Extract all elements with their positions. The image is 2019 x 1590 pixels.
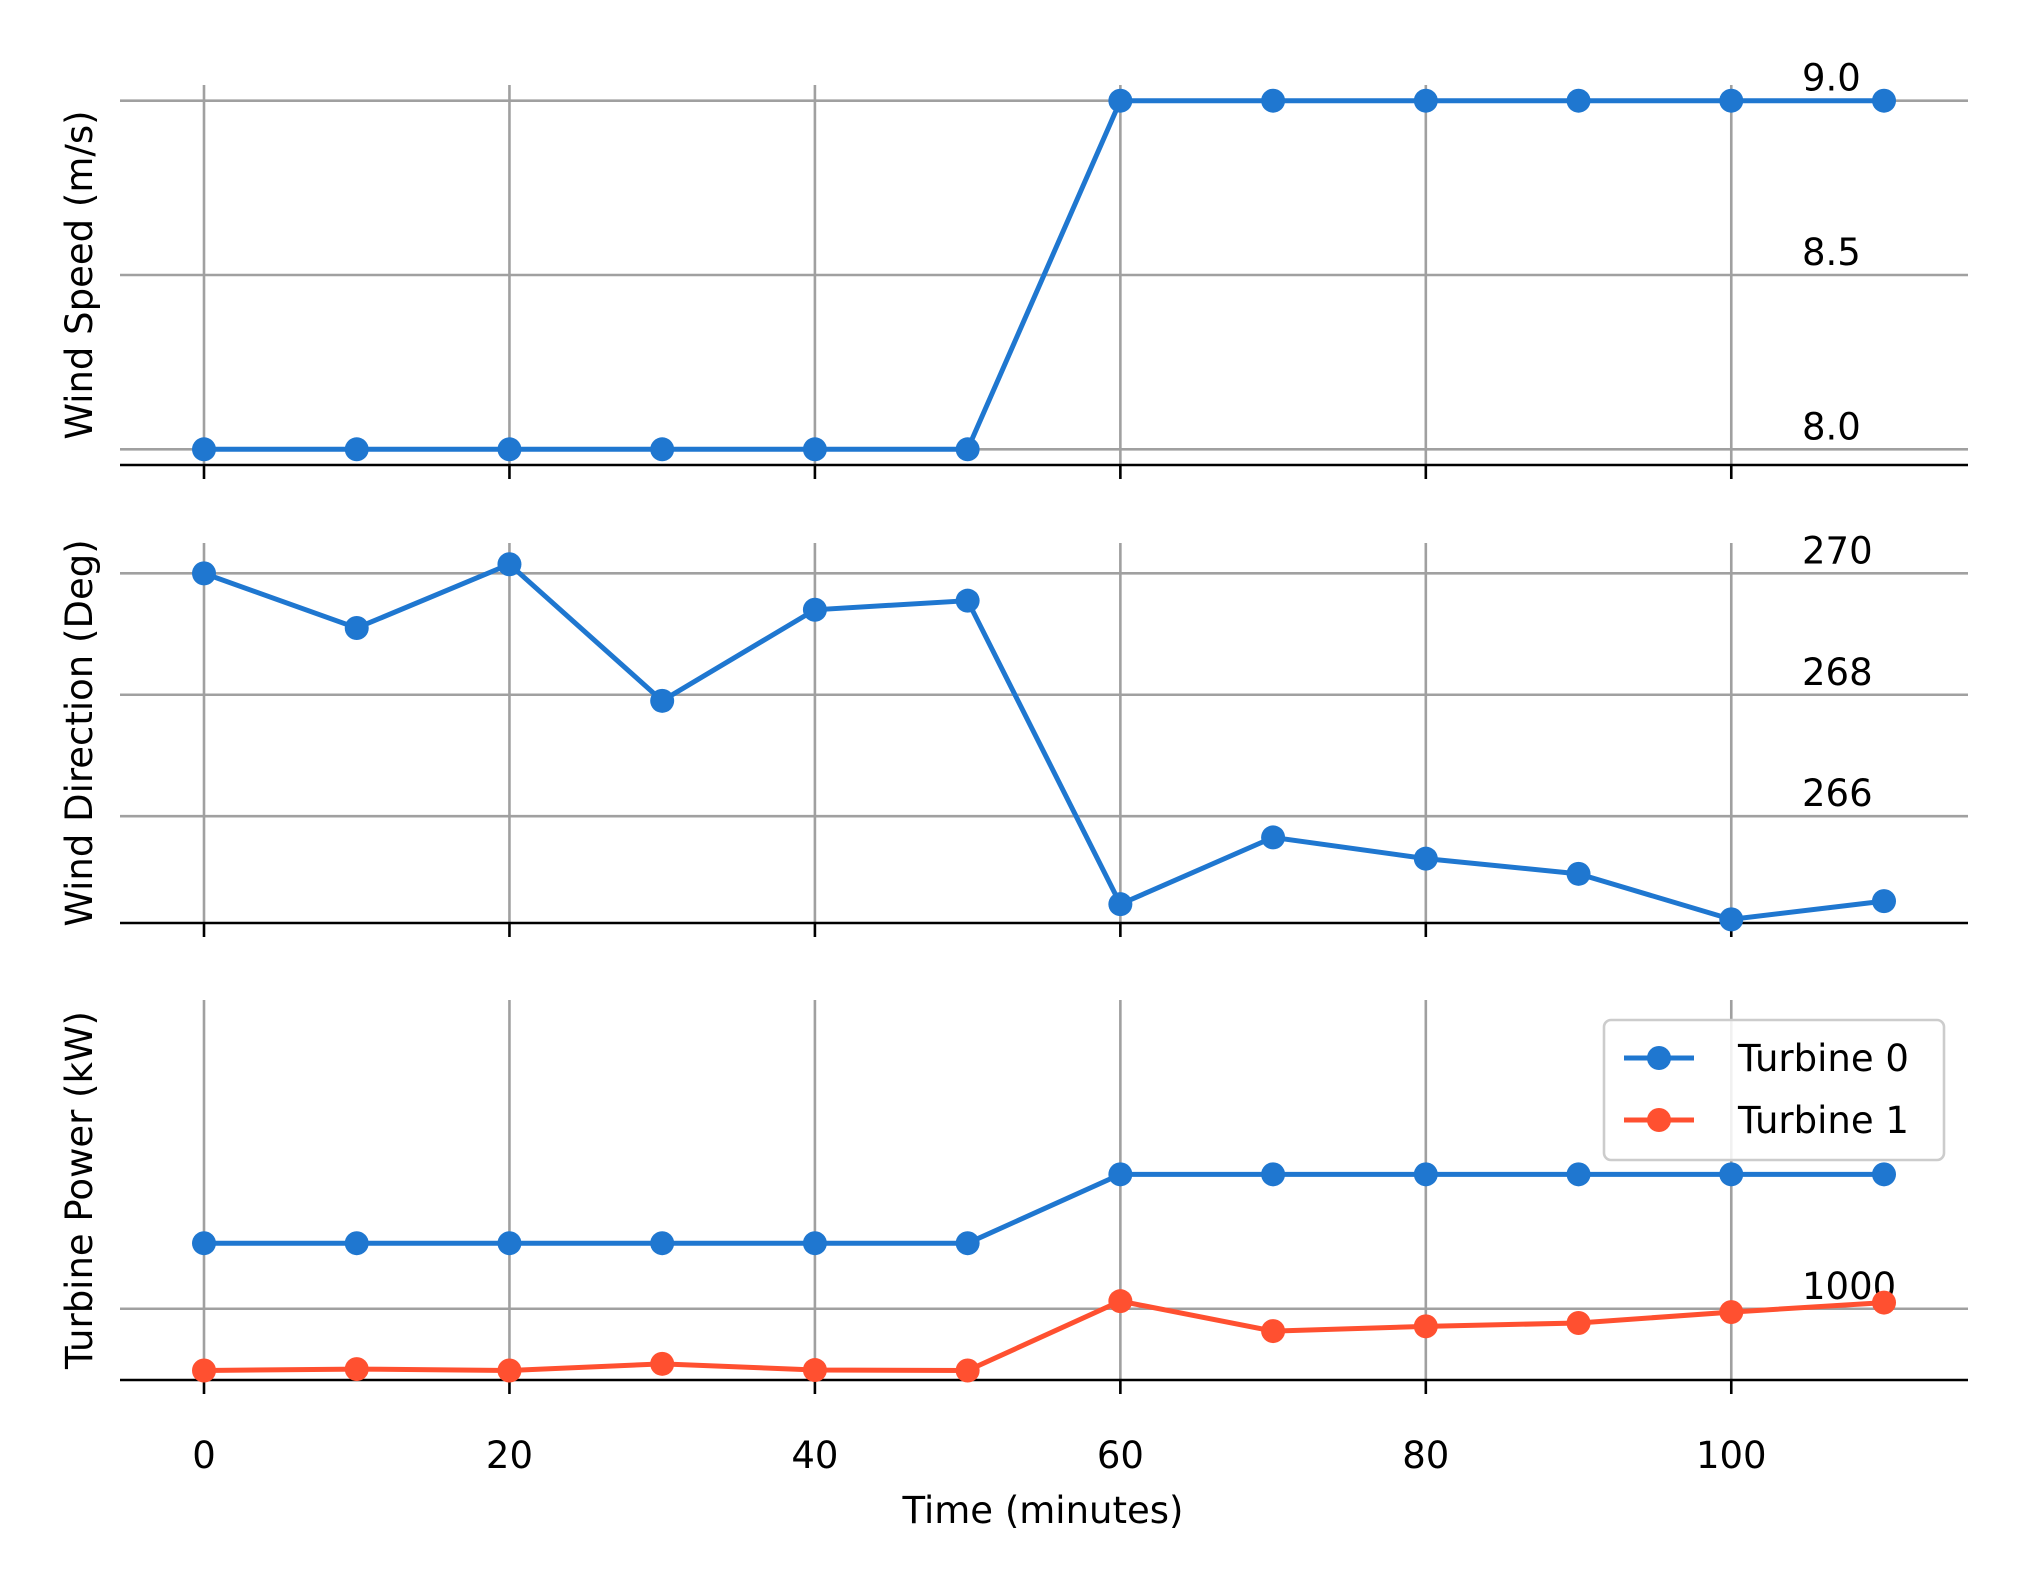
legend-marker	[1647, 1108, 1671, 1132]
data-point	[192, 1231, 216, 1256]
data-point	[192, 561, 216, 586]
data-point	[1261, 88, 1286, 113]
data-point	[1108, 88, 1133, 113]
x-tick-label: 20	[486, 1434, 533, 1477]
y-tick-label: 270	[1802, 529, 1873, 572]
y-tick-label: 9.0	[1802, 57, 1861, 100]
data-point	[650, 688, 675, 713]
data-point	[1719, 1162, 1744, 1187]
x-axis-label: Time (minutes)	[902, 1489, 1184, 1532]
data-point	[650, 437, 675, 462]
y-tick-label: 8.0	[1802, 405, 1861, 448]
data-point	[192, 1358, 216, 1383]
legend: Turbine 0 Turbine 1	[1602, 1018, 1946, 1162]
series-line	[203, 561, 1885, 922]
data-point	[1413, 1314, 1438, 1339]
data-point	[1719, 88, 1744, 113]
x-tick-label: 40	[791, 1434, 838, 1477]
data-point	[1566, 861, 1591, 886]
data-point	[955, 1231, 980, 1256]
series-line	[204, 1171, 1884, 1246]
data-point	[344, 615, 369, 640]
series-line	[203, 1298, 1885, 1374]
data-point	[497, 552, 522, 577]
data-point	[344, 1231, 369, 1256]
data-point	[802, 1231, 827, 1256]
wind-speed-panel: 8.0 8.5 9.0 Wind Speed (m/s)	[58, 57, 1968, 479]
data-point	[650, 1231, 675, 1256]
data-point	[497, 1358, 522, 1383]
data-point	[497, 1231, 522, 1256]
data-point	[955, 588, 980, 613]
data-point	[1566, 1162, 1591, 1187]
data-point	[1413, 846, 1438, 871]
data-point	[955, 437, 980, 462]
data-point	[955, 1358, 980, 1383]
x-tick-label: 60	[1097, 1434, 1144, 1477]
data-point	[344, 437, 369, 462]
wind-direction-panel: 266 268 270 Wind Direction (Deg)	[58, 529, 1968, 937]
data-point	[1108, 1162, 1133, 1187]
data-point	[802, 1358, 827, 1383]
data-point	[802, 437, 827, 462]
data-point	[1719, 1300, 1744, 1325]
legend-entry-label: Turbine 0	[1737, 1037, 1909, 1080]
data-point	[1872, 1162, 1896, 1187]
legend-entry-label: Turbine 1	[1737, 1099, 1909, 1142]
data-point	[1566, 88, 1591, 113]
data-point	[802, 597, 827, 622]
x-tick-label: 100	[1696, 1434, 1767, 1477]
data-point	[1413, 1162, 1438, 1187]
data-point	[1872, 889, 1896, 914]
y-axis-label: Wind Speed (m/s)	[58, 110, 101, 439]
data-point	[1413, 88, 1438, 113]
y-tick-label: 268	[1802, 651, 1873, 694]
data-point	[497, 437, 522, 462]
data-point	[1719, 907, 1744, 932]
y-axis-label: Turbine Power (kW)	[58, 1011, 101, 1370]
data-point	[1108, 892, 1133, 917]
legend-marker	[1647, 1046, 1671, 1070]
y-axis-label: Wind Direction (Deg)	[58, 539, 101, 926]
legend-frame	[1602, 1018, 1946, 1162]
data-point	[1261, 1319, 1286, 1344]
x-tick-label: 80	[1402, 1434, 1449, 1477]
data-point	[1261, 825, 1286, 850]
data-point	[192, 437, 216, 462]
data-point	[1872, 1290, 1896, 1315]
x-tick-label: 0	[192, 1434, 216, 1477]
series-line	[204, 98, 1884, 452]
data-point	[1872, 88, 1896, 113]
data-point	[1108, 1289, 1133, 1314]
data-point	[1261, 1162, 1286, 1187]
data-point	[344, 1357, 369, 1382]
data-point	[1566, 1311, 1591, 1335]
y-tick-label: 8.5	[1802, 231, 1861, 274]
data-point	[650, 1351, 675, 1376]
y-tick-label: 266	[1802, 772, 1873, 815]
